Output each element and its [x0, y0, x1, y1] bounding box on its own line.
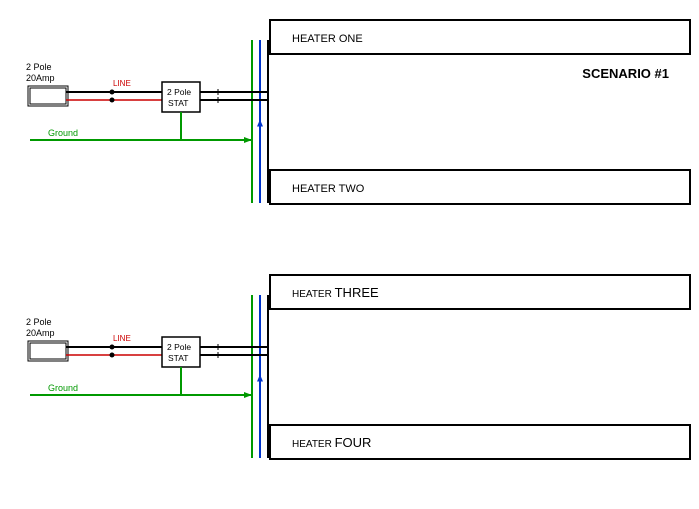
svg-text:2 Pole: 2 Pole — [26, 62, 52, 72]
svg-text:20Amp: 20Amp — [26, 73, 55, 83]
svg-text:LINE: LINE — [113, 79, 131, 88]
svg-text:Ground: Ground — [48, 383, 78, 393]
svg-text:2 Pole: 2 Pole — [26, 317, 52, 327]
svg-text:HEATER ONE: HEATER ONE — [292, 33, 363, 45]
svg-text:STAT: STAT — [168, 98, 188, 108]
scenario-title: SCENARIO #1 — [582, 66, 669, 81]
svg-text:HEATER TWO: HEATER TWO — [292, 183, 365, 195]
svg-text:2 Pole: 2 Pole — [167, 342, 191, 352]
svg-text:2 Pole: 2 Pole — [167, 87, 191, 97]
svg-text:LINE: LINE — [113, 334, 131, 343]
svg-text:20Amp: 20Amp — [26, 328, 55, 338]
svg-text:Ground: Ground — [48, 128, 78, 138]
svg-text:STAT: STAT — [168, 353, 188, 363]
